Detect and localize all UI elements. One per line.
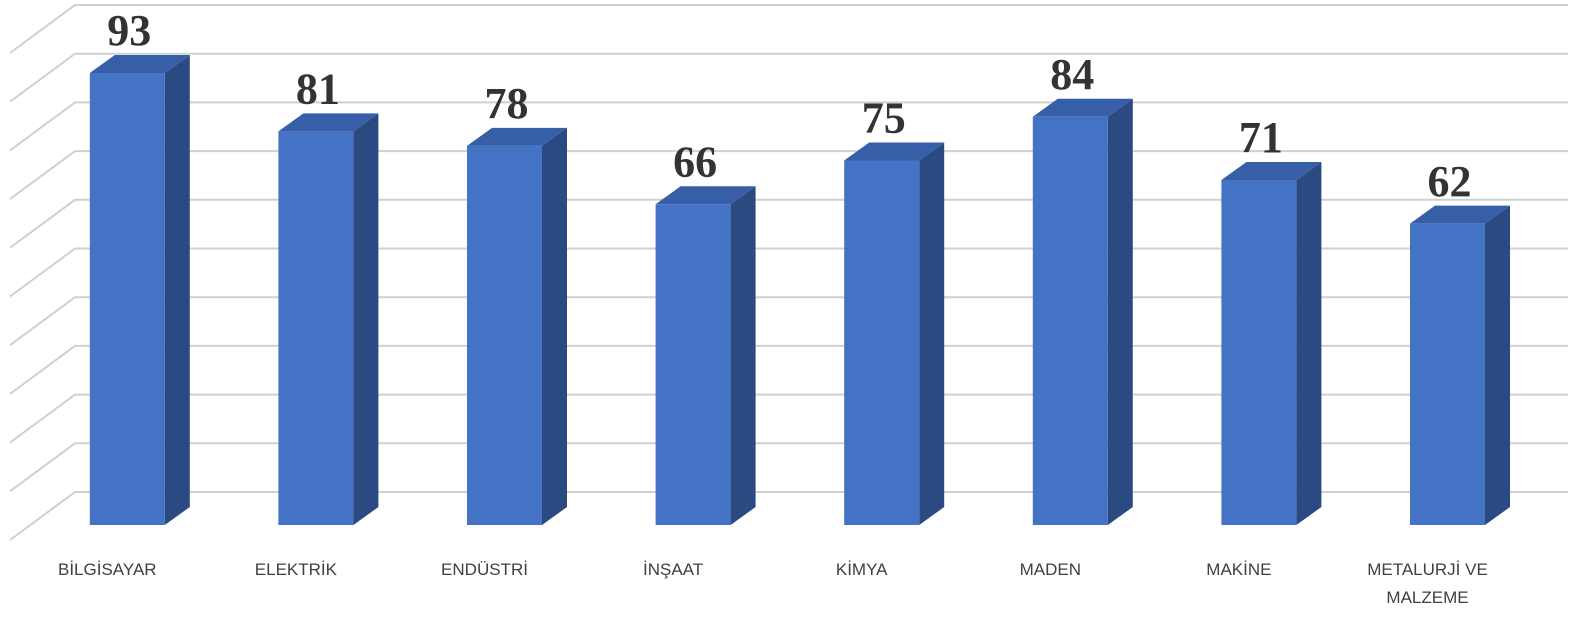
grid-line [9, 101, 1568, 152]
bar [1410, 223, 1485, 525]
grid-line [9, 296, 1568, 347]
grid-line [9, 150, 1568, 200]
bar-top [655, 186, 756, 205]
value-label: 66 [673, 137, 717, 186]
grid-line [9, 4, 1568, 54]
x-tick-label: ELEKTRİK [254, 560, 337, 579]
bar [89, 73, 165, 526]
bar-top [89, 55, 190, 74]
grid-line [9, 491, 1568, 541]
bar [844, 160, 920, 525]
value-label: 71 [1239, 113, 1283, 162]
bar [1032, 116, 1108, 525]
grid-line [9, 247, 1568, 298]
x-tick-label: KİMYA [835, 560, 888, 579]
grid-line [9, 393, 1568, 444]
bar-top [844, 142, 945, 161]
bar-top [1221, 161, 1322, 180]
bar [655, 204, 731, 526]
value-label: 62 [1428, 157, 1472, 206]
bar [467, 145, 542, 526]
bar-side [164, 55, 190, 526]
x-tick-label: BİLGİSAYAR [58, 560, 157, 579]
value-label: 75 [862, 94, 906, 143]
x-tick-label: METALURJİ VE MALZEME [1367, 560, 1488, 607]
bar-side [1485, 205, 1510, 525]
value-label: 78 [485, 79, 529, 128]
bar-side [1296, 161, 1322, 525]
bar-top [278, 113, 379, 132]
x-tick-label: ENDÜSTRİ [441, 560, 528, 579]
bar [1221, 179, 1297, 525]
x-tick-label: İNŞAAT [643, 560, 704, 579]
bar-top [1032, 98, 1133, 117]
bar-side [919, 142, 945, 525]
bar-side [542, 127, 567, 526]
bar-side [1107, 98, 1133, 525]
grid-line [9, 52, 1568, 103]
x-tick-label: MAKİNE [1206, 560, 1272, 579]
bar-side [353, 113, 379, 525]
value-label: 81 [296, 64, 340, 113]
bar-top [1410, 205, 1510, 224]
grid-line [9, 198, 1568, 249]
grid-line [9, 344, 1568, 395]
bar-side [730, 186, 756, 526]
grid-line [9, 442, 1568, 493]
bar [278, 131, 354, 525]
value-label: 93 [107, 6, 151, 55]
value-label: 84 [1050, 50, 1094, 99]
bar-top [467, 127, 567, 146]
x-tick-label: MADEN [1019, 560, 1081, 579]
